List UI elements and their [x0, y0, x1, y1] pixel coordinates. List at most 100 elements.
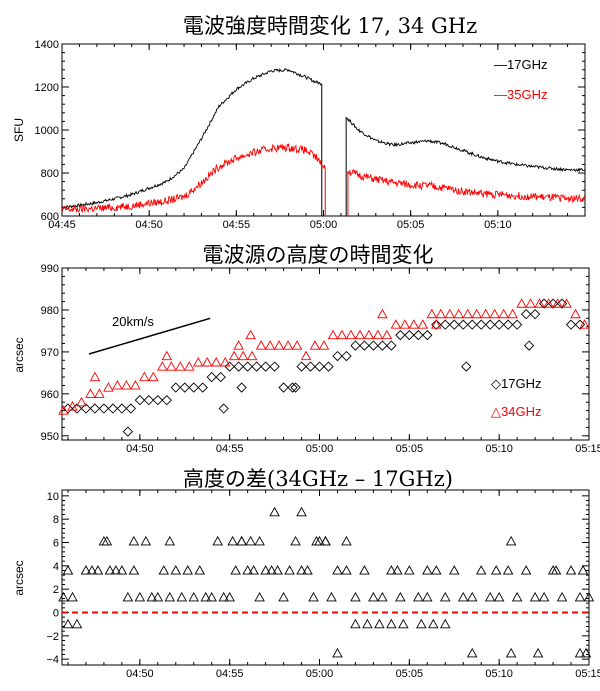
- marker-17ghz-diamond: [386, 340, 397, 351]
- x-tick-label: 05:00: [310, 219, 338, 231]
- marker-34ghz-triangle: [408, 319, 420, 329]
- marker-difference-triangle: [152, 591, 164, 602]
- x-tick-label: 04:50: [126, 443, 154, 455]
- y-tick-label: −2: [46, 631, 59, 643]
- marker-difference-triangle: [230, 565, 241, 575]
- marker-17ghz-diamond: [350, 340, 361, 351]
- marker-difference-triangle: [266, 565, 277, 575]
- marker-34ghz-triangle: [431, 319, 442, 329]
- panel-3-y-axis-label: arcsec: [12, 560, 26, 595]
- series-line-17ghz: [345, 117, 586, 173]
- marker-difference-triangle: [493, 591, 505, 602]
- marker-difference-triangle: [574, 591, 586, 602]
- marker-difference-triangle: [580, 647, 592, 658]
- series-line-17ghz: [61, 67, 323, 210]
- y-tick-label: 1200: [35, 82, 59, 94]
- marker-difference-triangle: [58, 591, 69, 602]
- marker-34ghz-triangle: [89, 371, 101, 382]
- marker-34ghz-triangle: [228, 350, 240, 361]
- marker-34ghz-triangle: [345, 329, 357, 340]
- marker-17ghz-diamond: [107, 403, 119, 414]
- marker-difference-triangle: [248, 565, 259, 575]
- marker-difference-triangle: [272, 565, 283, 575]
- marker-34ghz-triangle: [300, 350, 312, 361]
- marker-difference-triangle: [529, 591, 541, 602]
- marker-17ghz-diamond: [323, 361, 334, 372]
- marker-34ghz-triangle: [480, 308, 491, 319]
- marker-34ghz-triangle: [58, 405, 69, 415]
- panel-2-plot-area: [61, 267, 590, 441]
- marker-17ghz-diamond: [179, 382, 190, 393]
- marker-difference-triangle: [502, 565, 514, 575]
- marker-17ghz-diamond: [269, 361, 280, 372]
- marker-34ghz-triangle: [245, 329, 256, 340]
- marker-17ghz-diamond: [458, 319, 469, 330]
- x-tick-label: 04:50: [126, 668, 154, 680]
- legend-17ghz-diamond: ◇17GHz: [491, 376, 541, 391]
- marker-difference-triangle: [556, 591, 568, 602]
- marker-17ghz-diamond: [395, 329, 406, 341]
- marker-34ghz-triangle: [372, 329, 384, 340]
- marker-difference-triangle: [413, 591, 424, 602]
- marker-difference-triangle: [577, 565, 589, 575]
- marker-difference-triangle: [395, 591, 406, 602]
- marker-difference-triangle: [164, 591, 176, 602]
- marker-difference-triangle: [194, 565, 206, 575]
- marker-17ghz-diamond: [215, 371, 226, 383]
- marker-34ghz-triangle: [377, 308, 388, 319]
- marker-17ghz-diamond: [89, 403, 101, 414]
- panel-intensity: 電波強度時間変化 17, 34 GHz SFU 04:45 04:50 04:55 0…: [12, 14, 586, 231]
- marker-difference-triangle: [428, 618, 439, 629]
- marker-17ghz-diamond: [134, 395, 145, 406]
- marker-difference-triangle: [128, 565, 140, 575]
- marker-17ghz-diamond: [494, 319, 505, 330]
- marker-difference-triangle: [368, 591, 379, 602]
- marker-34ghz-triangle: [166, 361, 177, 371]
- velocity-annotation-line: [88, 317, 211, 355]
- marker-difference-triangle: [236, 535, 247, 546]
- marker-17ghz-diamond: [143, 395, 154, 406]
- marker-34ghz-triangle: [219, 356, 231, 367]
- marker-difference-triangle: [254, 535, 265, 546]
- x-tick-label: 05:05: [396, 443, 424, 455]
- marker-difference-triangle: [92, 565, 104, 575]
- marker-34ghz-triangle: [354, 329, 366, 340]
- marker-difference-triangle: [188, 591, 200, 602]
- marker-17ghz-diamond: [359, 340, 370, 351]
- marker-34ghz-triangle: [76, 396, 87, 407]
- marker-17ghz-diamond: [125, 403, 137, 414]
- marker-17ghz-diamond: [404, 329, 415, 341]
- marker-difference-triangle: [308, 591, 319, 602]
- y-tick-label: 0: [53, 608, 59, 620]
- marker-17ghz-diamond: [287, 382, 298, 393]
- marker-difference-triangle: [104, 565, 116, 575]
- panel-3-plot-area: [61, 489, 590, 666]
- marker-difference-triangle: [134, 591, 146, 602]
- marker-difference-triangle: [296, 506, 307, 517]
- marker-difference-triangle: [212, 535, 223, 546]
- marker-difference-triangle: [62, 618, 74, 629]
- marker-difference-triangle: [359, 565, 370, 575]
- marker-difference-triangle: [101, 535, 113, 546]
- y-tick-label: 960: [41, 389, 59, 401]
- marker-difference-triangle: [362, 618, 373, 629]
- marker-difference-triangle: [80, 565, 92, 575]
- x-tick-label: 05:10: [484, 219, 512, 231]
- marker-17ghz-diamond: [511, 319, 523, 330]
- x-tick-label: 05:15: [575, 443, 600, 455]
- marker-difference-triangle: [182, 565, 194, 575]
- marker-34ghz-triangle: [161, 350, 173, 361]
- marker-difference-triangle: [466, 647, 478, 658]
- marker-difference-triangle: [484, 591, 496, 602]
- marker-34ghz-triangle: [435, 308, 447, 319]
- x-tick-label: 05:05: [397, 219, 425, 231]
- marker-difference-triangle: [200, 591, 211, 602]
- marker-17ghz-diamond: [62, 403, 74, 414]
- marker-difference-triangle: [457, 591, 469, 602]
- marker-34ghz-triangle: [85, 388, 96, 398]
- panel-1-title: 電波強度時間変化 17, 34 GHz: [183, 14, 477, 38]
- marker-34ghz-triangle: [453, 308, 465, 319]
- marker-difference-triangle: [374, 618, 385, 629]
- marker-difference-triangle: [416, 618, 427, 629]
- marker-difference-triangle: [386, 565, 397, 575]
